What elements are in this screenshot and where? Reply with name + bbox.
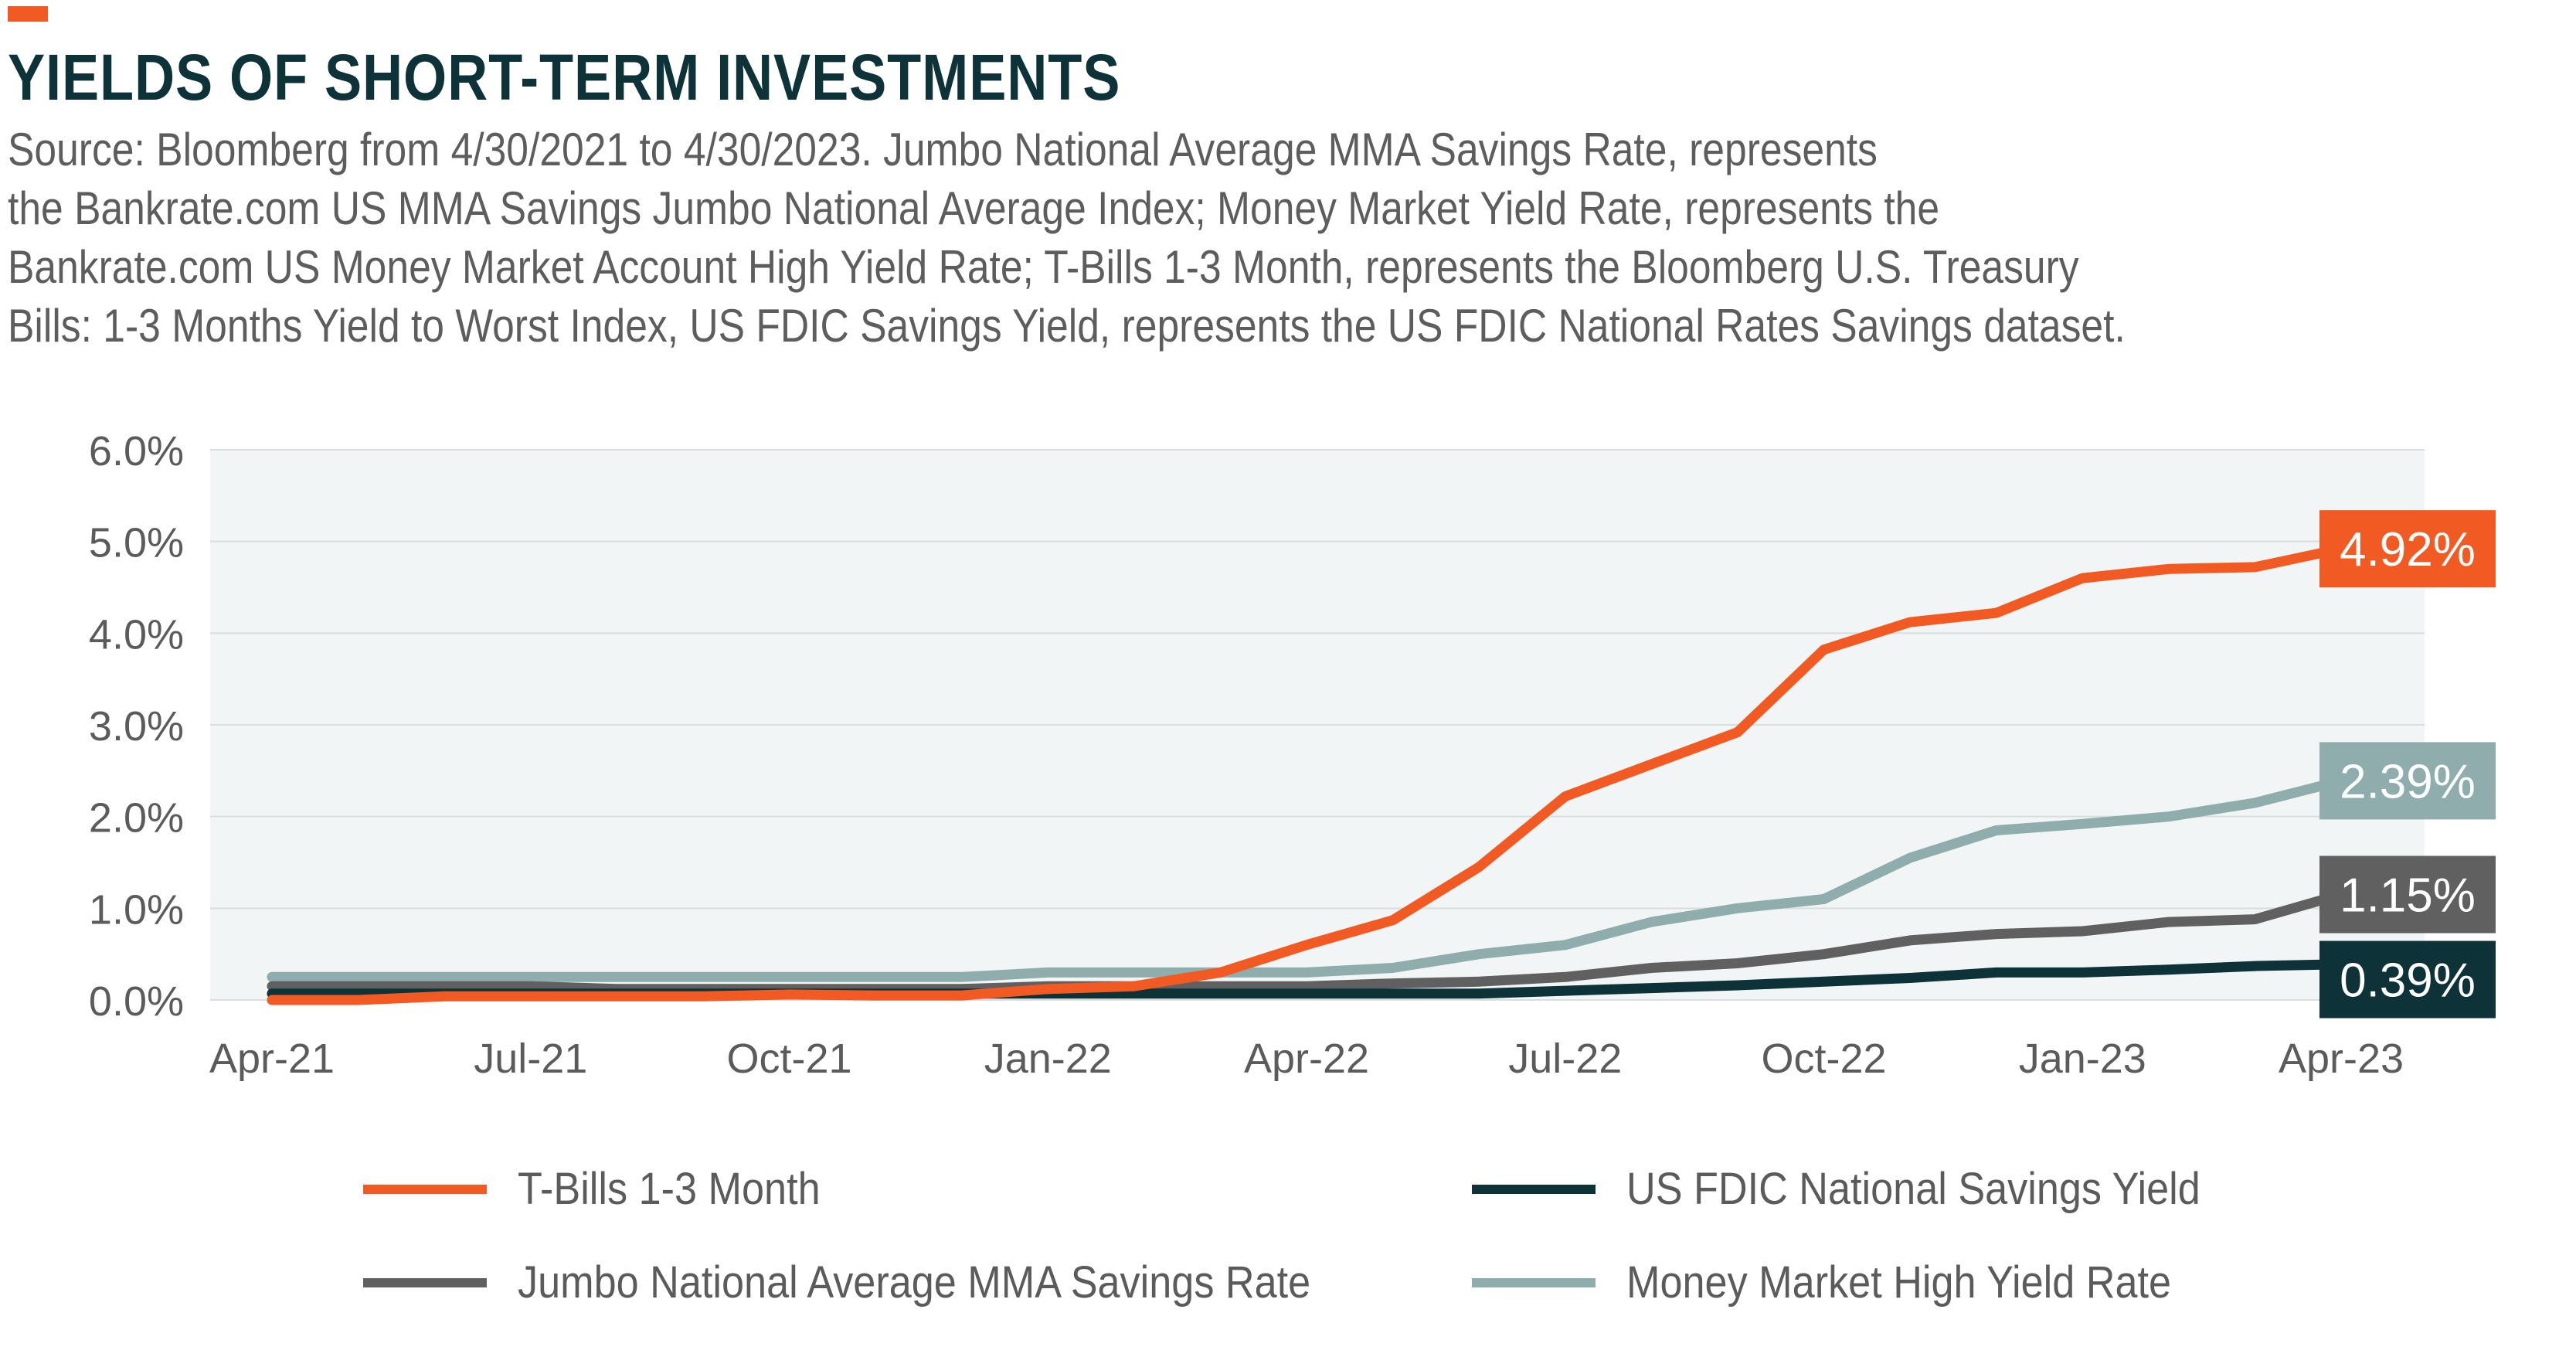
end-label-3: 4.92% <box>2319 510 2496 588</box>
x-tick-label-4: Apr-22 <box>1244 1036 1369 1082</box>
x-tick-label-0: Apr-21 <box>209 1036 335 1082</box>
x-tick-label-2: Oct-21 <box>726 1036 851 1082</box>
end-label-text-0: 2.39% <box>2340 755 2476 808</box>
series-line-3 <box>267 543 2347 1005</box>
chart-title: YIELDS OF SHORT-TERM INVESTMENTS <box>8 41 1121 114</box>
end-label-box-2 <box>2319 940 2496 1019</box>
end-label-text-2: 0.39% <box>2340 954 2476 1008</box>
source-line-3: Bankrate.com US Money Market Account Hig… <box>8 241 2079 293</box>
x-tick-label-1: Jul-21 <box>474 1036 587 1082</box>
y-tick-label-0: 0.0% <box>89 978 184 1025</box>
source-note: Source: Bloomberg from 4/30/2021 to 4/30… <box>8 121 2540 355</box>
source-line-2: the Bankrate.com US MMA Savings Jumbo Na… <box>8 182 1940 234</box>
end-label-box-0 <box>2319 742 2496 820</box>
y-tick-label-1: 1.0% <box>89 886 184 933</box>
end-label-text-1: 1.15% <box>2340 869 2476 923</box>
end-label-0: 2.39% <box>2319 742 2496 820</box>
end-label-box-1 <box>2319 855 2496 934</box>
x-tick-label-7: Jan-23 <box>2019 1036 2146 1082</box>
x-tick-label-5: Jul-22 <box>1508 1036 1622 1082</box>
end-label-text-3: 4.92% <box>2340 523 2476 576</box>
end-label-2: 0.39% <box>2319 940 2496 1019</box>
y-tick-label-2: 2.0% <box>89 795 184 842</box>
source-line-4: Bills: 1-3 Months Yield to Worst Index, … <box>8 300 2126 352</box>
y-tick-label-6: 6.0% <box>89 428 184 474</box>
end-label-box-3 <box>2319 510 2496 588</box>
accent-bar <box>8 6 48 22</box>
y-tick-label-5: 5.0% <box>89 520 184 566</box>
y-tick-label-4: 4.0% <box>89 611 184 658</box>
x-tick-label-8: Apr-23 <box>2279 1036 2404 1082</box>
source-line-1: Source: Bloomberg from 4/30/2021 to 4/30… <box>8 124 1878 175</box>
y-tick-label-3: 3.0% <box>89 703 184 750</box>
series-line-0 <box>267 775 2347 982</box>
x-tick-label-6: Oct-22 <box>1761 1036 1886 1082</box>
end-label-1: 1.15% <box>2319 855 2496 934</box>
x-tick-label-3: Jan-22 <box>984 1036 1112 1082</box>
